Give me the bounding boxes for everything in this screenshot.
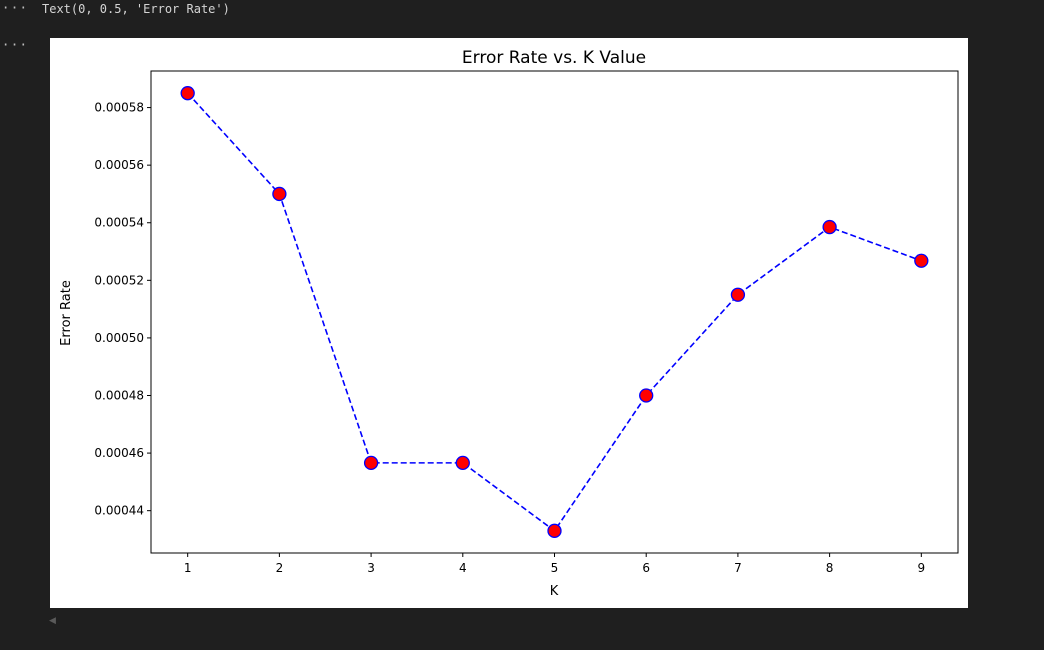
y-tick-label: 0.00046 xyxy=(94,446,144,460)
y-tick-label: 0.00048 xyxy=(94,389,144,403)
x-tick-label: 9 xyxy=(917,561,925,575)
chart-svg: Error Rate vs. K Value K Error Rate 1 2 3 4… xyxy=(59,48,959,599)
scroll-left-icon[interactable]: ◀ xyxy=(49,616,56,626)
data-point xyxy=(272,186,287,202)
y-tick-label: 0.00054 xyxy=(94,216,144,230)
y-tick-label: 0.00056 xyxy=(94,158,144,172)
x-tick-label: 7 xyxy=(734,561,742,575)
plot-area-frame xyxy=(150,70,959,554)
data-point xyxy=(914,253,929,268)
x-tick-label: 6 xyxy=(642,561,650,575)
chart-title: Error Rate vs. K Value xyxy=(462,48,646,68)
data-point xyxy=(822,219,837,235)
y-axis-label: Error Rate xyxy=(59,280,74,346)
data-point xyxy=(730,287,746,302)
data-point xyxy=(180,86,195,101)
output-text: Text(0, 0.5, 'Error Rate') xyxy=(42,2,230,16)
x-tick-label: 4 xyxy=(459,561,467,575)
y-tick-label: 0.00058 xyxy=(94,101,144,115)
data-point xyxy=(639,388,654,403)
y-tick-label: 0.00050 xyxy=(94,331,144,345)
x-tick-label: 1 xyxy=(184,561,192,575)
y-tick-label: 0.00052 xyxy=(94,273,144,287)
cell-output-menu-icon[interactable]: ··· xyxy=(1,1,29,16)
data-point xyxy=(363,455,379,471)
x-tick-label: 3 xyxy=(367,561,375,575)
series-line xyxy=(187,92,922,532)
cell-output-menu-icon-2[interactable]: ··· xyxy=(1,38,29,53)
x-tick-label: 8 xyxy=(826,561,834,575)
data-point xyxy=(455,455,470,471)
y-tick-label: 0.00044 xyxy=(94,504,144,518)
x-axis-label: K xyxy=(550,584,559,599)
chart-figure: Error Rate vs. K Value K Error Rate 1 2 3 4… xyxy=(50,38,968,608)
x-tick-label: 5 xyxy=(551,561,559,575)
x-tick-label: 2 xyxy=(276,561,284,575)
data-point xyxy=(547,523,562,538)
